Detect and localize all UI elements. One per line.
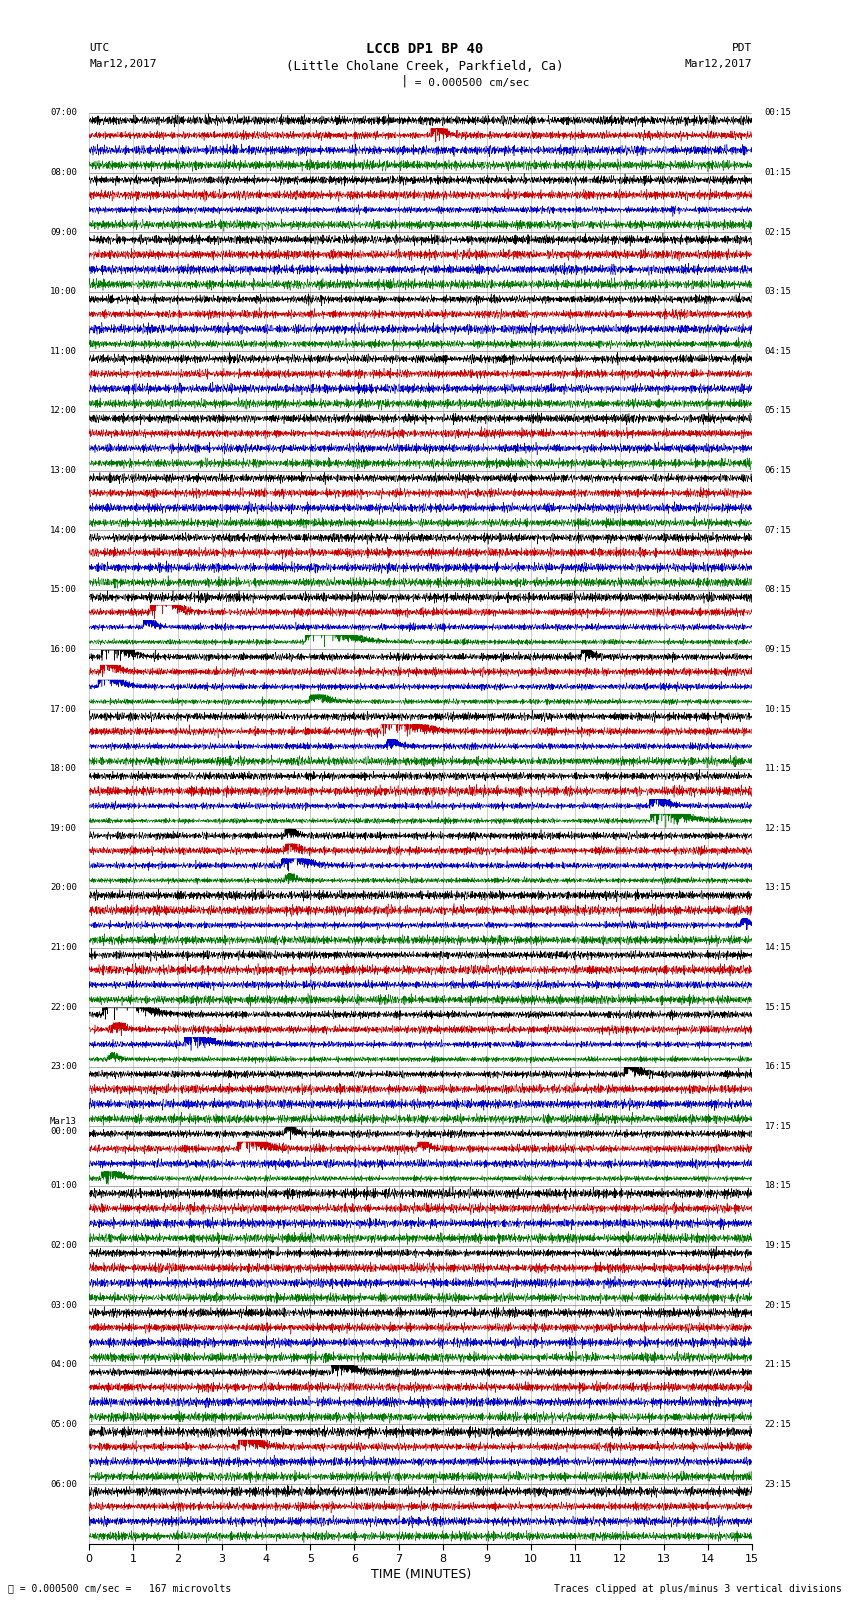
Text: 07:15: 07:15 (765, 526, 791, 534)
Text: 06:15: 06:15 (765, 466, 791, 476)
Text: 05:00: 05:00 (50, 1419, 76, 1429)
Text: 20:00: 20:00 (50, 884, 76, 892)
Text: 03:00: 03:00 (50, 1300, 76, 1310)
Text: 00:15: 00:15 (765, 108, 791, 118)
Text: 18:00: 18:00 (50, 765, 76, 773)
Text: 03:15: 03:15 (765, 287, 791, 297)
Text: 09:00: 09:00 (50, 227, 76, 237)
Text: 15:00: 15:00 (50, 586, 76, 594)
Text: 04:00: 04:00 (50, 1360, 76, 1369)
Text: 15:15: 15:15 (765, 1003, 791, 1011)
Text: 10:15: 10:15 (765, 705, 791, 713)
Text: 21:00: 21:00 (50, 944, 76, 952)
Text: 21:15: 21:15 (765, 1360, 791, 1369)
Text: Mar12,2017: Mar12,2017 (89, 60, 156, 69)
Text: 09:15: 09:15 (765, 645, 791, 653)
Text: 19:00: 19:00 (50, 824, 76, 832)
Text: 02:00: 02:00 (50, 1240, 76, 1250)
Text: 17:00: 17:00 (50, 705, 76, 713)
Text: 01:00: 01:00 (50, 1181, 76, 1190)
X-axis label: TIME (MINUTES): TIME (MINUTES) (371, 1568, 471, 1581)
Text: LCCB DP1 BP 40: LCCB DP1 BP 40 (366, 42, 484, 56)
Text: 13:00: 13:00 (50, 466, 76, 476)
Text: 14:00: 14:00 (50, 526, 76, 534)
Text: 02:15: 02:15 (765, 227, 791, 237)
Text: 20:15: 20:15 (765, 1300, 791, 1310)
Text: (Little Cholane Creek, Parkfield, Ca): (Little Cholane Creek, Parkfield, Ca) (286, 60, 564, 73)
Text: 16:00: 16:00 (50, 645, 76, 653)
Text: 18:15: 18:15 (765, 1181, 791, 1190)
Text: Mar13
00:00: Mar13 00:00 (50, 1116, 76, 1136)
Text: |: | (401, 74, 408, 87)
Text: 22:00: 22:00 (50, 1003, 76, 1011)
Text: Mar12,2017: Mar12,2017 (685, 60, 752, 69)
Text: 10:00: 10:00 (50, 287, 76, 297)
Text: 07:00: 07:00 (50, 108, 76, 118)
Text: 11:00: 11:00 (50, 347, 76, 356)
Text: 13:15: 13:15 (765, 884, 791, 892)
Text: 12:00: 12:00 (50, 406, 76, 416)
Text: 23:00: 23:00 (50, 1063, 76, 1071)
Text: 12:15: 12:15 (765, 824, 791, 832)
Text: PDT: PDT (732, 44, 752, 53)
Text: 23:15: 23:15 (765, 1479, 791, 1489)
Text: Traces clipped at plus/minus 3 vertical divisions: Traces clipped at plus/minus 3 vertical … (553, 1584, 842, 1594)
Text: 08:00: 08:00 (50, 168, 76, 177)
Text: ⎹ = 0.000500 cm/sec =   167 microvolts: ⎹ = 0.000500 cm/sec = 167 microvolts (8, 1584, 232, 1594)
Text: 19:15: 19:15 (765, 1240, 791, 1250)
Text: 04:15: 04:15 (765, 347, 791, 356)
Text: 08:15: 08:15 (765, 586, 791, 594)
Text: 01:15: 01:15 (765, 168, 791, 177)
Text: 17:15: 17:15 (765, 1123, 791, 1131)
Text: 16:15: 16:15 (765, 1063, 791, 1071)
Text: 05:15: 05:15 (765, 406, 791, 416)
Text: = 0.000500 cm/sec: = 0.000500 cm/sec (408, 77, 530, 87)
Text: 22:15: 22:15 (765, 1419, 791, 1429)
Text: 06:00: 06:00 (50, 1479, 76, 1489)
Text: 11:15: 11:15 (765, 765, 791, 773)
Text: UTC: UTC (89, 44, 110, 53)
Text: 14:15: 14:15 (765, 944, 791, 952)
